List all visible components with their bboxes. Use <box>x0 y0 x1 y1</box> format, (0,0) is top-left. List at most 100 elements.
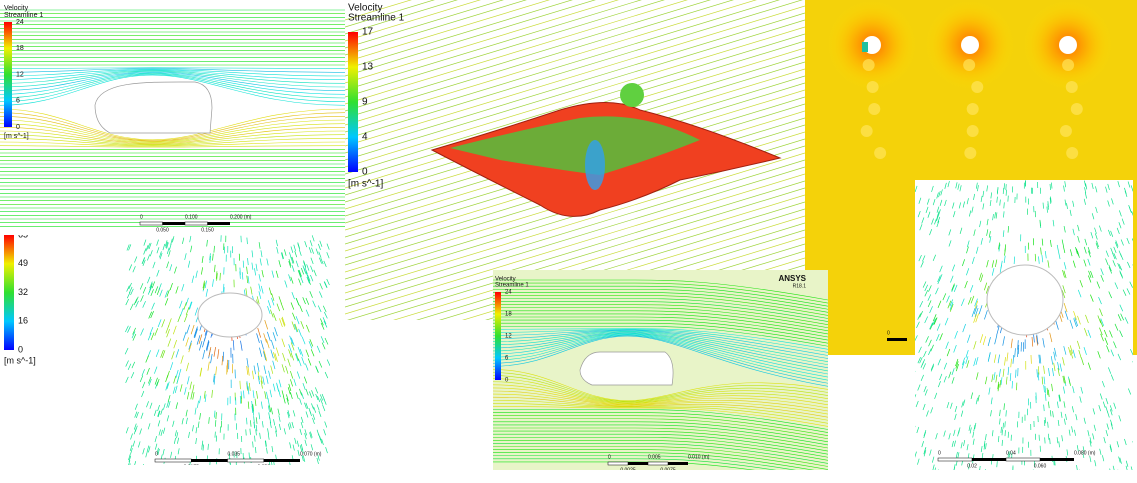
scale-label: 0.070 (m) <box>300 451 322 457</box>
vector <box>214 264 216 273</box>
vector <box>937 469 939 470</box>
vector <box>963 440 966 447</box>
panel-bg <box>0 235 330 465</box>
vector <box>1044 386 1047 394</box>
vector <box>1073 311 1077 320</box>
vector <box>309 291 313 298</box>
vector <box>185 307 190 316</box>
vector <box>980 446 983 453</box>
vector <box>278 415 281 422</box>
vector <box>302 297 306 305</box>
vector <box>188 431 190 438</box>
vector <box>256 390 258 399</box>
vector <box>971 206 974 213</box>
vector <box>326 252 330 259</box>
vector <box>213 346 216 357</box>
vector <box>968 424 971 431</box>
vector <box>296 371 301 379</box>
vector <box>193 327 198 338</box>
vector <box>1084 180 1086 187</box>
vector <box>923 350 927 358</box>
vector <box>319 283 323 290</box>
vector <box>966 268 970 276</box>
vector <box>927 211 931 218</box>
vector <box>137 441 141 448</box>
vector <box>311 235 315 242</box>
vector <box>1062 375 1065 384</box>
vector <box>934 218 937 225</box>
body-shape <box>986 264 1064 336</box>
vector <box>289 335 293 344</box>
vector <box>1085 183 1088 190</box>
vector <box>291 321 296 330</box>
streamline <box>493 335 828 384</box>
scale-label: 0 <box>140 214 143 220</box>
vector <box>1113 253 1117 260</box>
streamline <box>0 73 345 99</box>
vector <box>951 368 955 376</box>
streamline <box>345 0 803 140</box>
vector <box>268 370 271 379</box>
vector <box>148 378 152 386</box>
vector <box>988 387 991 395</box>
vector <box>934 392 938 400</box>
scale-bar-fill <box>1005 457 1041 462</box>
vector <box>185 409 188 417</box>
vector <box>1048 433 1050 440</box>
streamline <box>493 319 828 341</box>
vector <box>233 340 235 351</box>
vector <box>169 264 173 272</box>
streamline <box>493 436 828 458</box>
vector <box>259 258 262 266</box>
vector <box>1044 251 1047 259</box>
vector <box>139 375 144 383</box>
streamline <box>345 0 780 133</box>
vector <box>1038 354 1041 364</box>
vector <box>304 433 307 440</box>
vector <box>201 443 203 450</box>
vector <box>168 401 171 408</box>
colorbar <box>4 235 14 350</box>
vector <box>221 355 224 366</box>
vector <box>251 405 254 413</box>
vector <box>1085 314 1089 324</box>
vector <box>154 286 159 294</box>
vector <box>179 300 183 309</box>
vector <box>309 391 313 398</box>
vector <box>159 251 162 258</box>
vector <box>318 257 323 264</box>
streamline <box>0 123 345 144</box>
vector <box>1116 441 1120 448</box>
vector <box>168 250 171 257</box>
vector <box>192 425 194 432</box>
vector <box>141 390 145 398</box>
vector <box>1108 266 1113 274</box>
vector <box>242 260 245 268</box>
vector <box>1095 206 1098 214</box>
vector <box>307 274 311 282</box>
vector <box>140 295 144 302</box>
vector <box>1050 196 1052 203</box>
vector <box>1094 233 1098 240</box>
vector <box>281 338 286 348</box>
vector <box>1075 414 1078 421</box>
vector <box>1058 441 1060 448</box>
vector <box>259 347 263 357</box>
vector <box>931 185 934 193</box>
vector <box>1004 421 1006 428</box>
vector <box>999 199 1001 206</box>
wake <box>1070 103 1083 115</box>
vector <box>1034 253 1037 262</box>
vector <box>302 383 306 390</box>
vector <box>154 377 158 385</box>
vector <box>140 328 144 336</box>
vector <box>139 283 144 290</box>
vector <box>275 430 278 437</box>
vector <box>309 339 314 347</box>
vector <box>1117 181 1120 188</box>
vector <box>1049 438 1051 445</box>
vector <box>1061 435 1063 442</box>
vector <box>1132 361 1133 363</box>
vector <box>325 447 328 454</box>
